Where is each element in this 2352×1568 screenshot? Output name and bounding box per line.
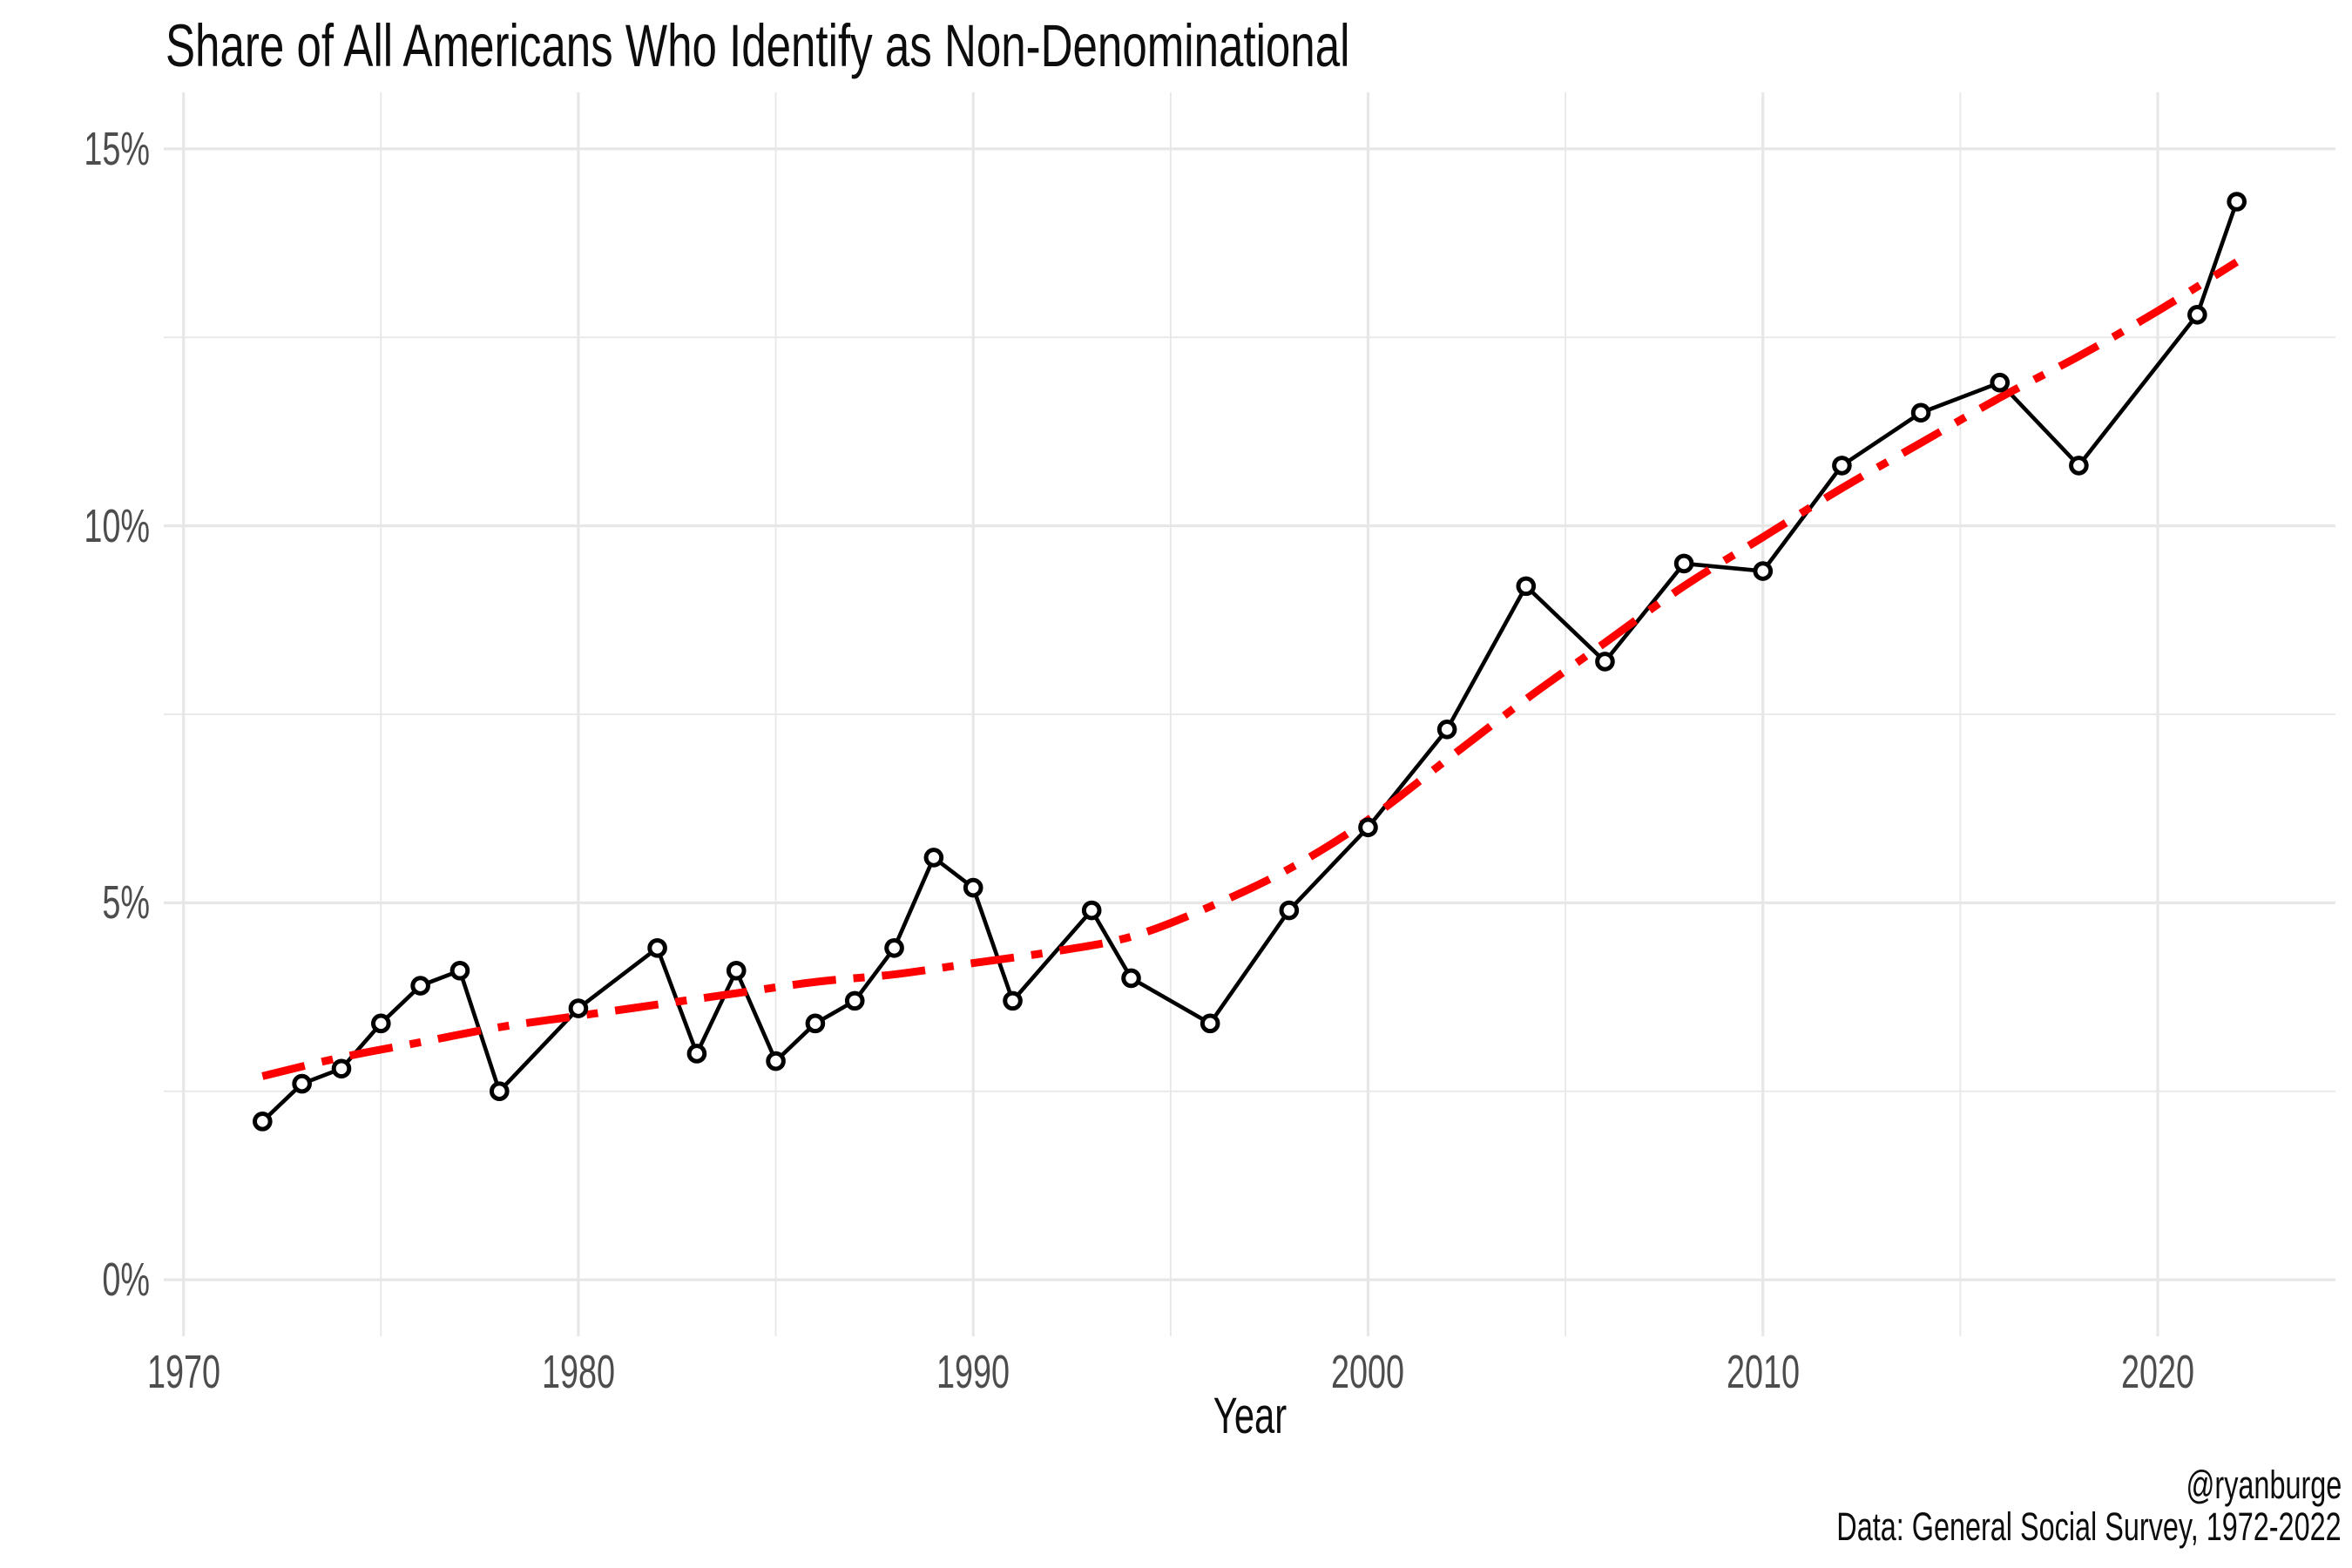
footer-author-handle: @ryanburge xyxy=(2186,1463,2342,1507)
data-point-marker xyxy=(449,960,470,981)
x-tick-label: 1970 xyxy=(146,1346,220,1398)
data-point-marker xyxy=(844,990,865,1011)
data-point-marker xyxy=(1990,372,2011,393)
data-point-marker xyxy=(805,1013,826,1034)
data-point-marker xyxy=(1910,402,1931,423)
data-point-marker xyxy=(568,998,589,1018)
data-point-marker xyxy=(410,976,430,996)
data-point-marker xyxy=(2069,456,2089,476)
data-point-marker xyxy=(331,1058,352,1079)
data-point-marker xyxy=(923,848,944,868)
data-point-marker xyxy=(1516,576,1537,597)
x-tick-label: 2000 xyxy=(1331,1346,1405,1398)
data-point-marker xyxy=(963,877,983,898)
data-point-marker xyxy=(1595,652,1615,672)
data-point-marker xyxy=(686,1044,707,1064)
y-tick-label: 5% xyxy=(102,876,150,929)
x-tick-label: 2010 xyxy=(1726,1346,1800,1398)
data-point-marker xyxy=(2187,305,2207,325)
data-point-marker xyxy=(489,1081,510,1102)
data-points xyxy=(253,192,2247,1132)
data-line xyxy=(260,199,2239,1124)
data-point-marker xyxy=(2227,192,2247,212)
data-point-marker xyxy=(1121,968,1141,989)
data-point-marker xyxy=(1358,817,1378,838)
data-point-marker xyxy=(371,1013,391,1034)
x-tick-label: 1980 xyxy=(541,1346,615,1398)
y-tick-label: 0% xyxy=(102,1254,150,1307)
data-point-marker xyxy=(1436,720,1457,740)
data-point-marker xyxy=(1673,553,1694,574)
data-point-marker xyxy=(726,960,747,981)
data-point-marker xyxy=(1003,990,1023,1011)
gridlines xyxy=(164,92,2335,1336)
chart-title: Share of All Americans Who Identify as N… xyxy=(166,12,1350,79)
x-axis-title: Year xyxy=(1213,1388,1288,1444)
data-point-marker xyxy=(1753,561,1774,581)
data-point-marker xyxy=(884,937,904,958)
y-tick-label: 15% xyxy=(84,122,150,175)
data-point-marker xyxy=(1832,456,1852,476)
data-point-marker xyxy=(647,937,667,958)
x-tick-label: 1990 xyxy=(936,1346,1010,1398)
y-tick-label: 10% xyxy=(84,499,150,552)
data-point-marker xyxy=(766,1051,786,1071)
footer-data-source: Data: General Social Survey, 1972-2022 xyxy=(1836,1504,2342,1549)
data-point-marker xyxy=(253,1112,273,1132)
data-point-marker xyxy=(292,1073,312,1094)
data-point-marker xyxy=(1279,900,1300,921)
trend-line xyxy=(261,258,2240,1080)
data-point-marker xyxy=(1200,1013,1220,1034)
data-point-marker xyxy=(1081,900,1102,921)
x-tick-label: 2020 xyxy=(2120,1346,2195,1398)
